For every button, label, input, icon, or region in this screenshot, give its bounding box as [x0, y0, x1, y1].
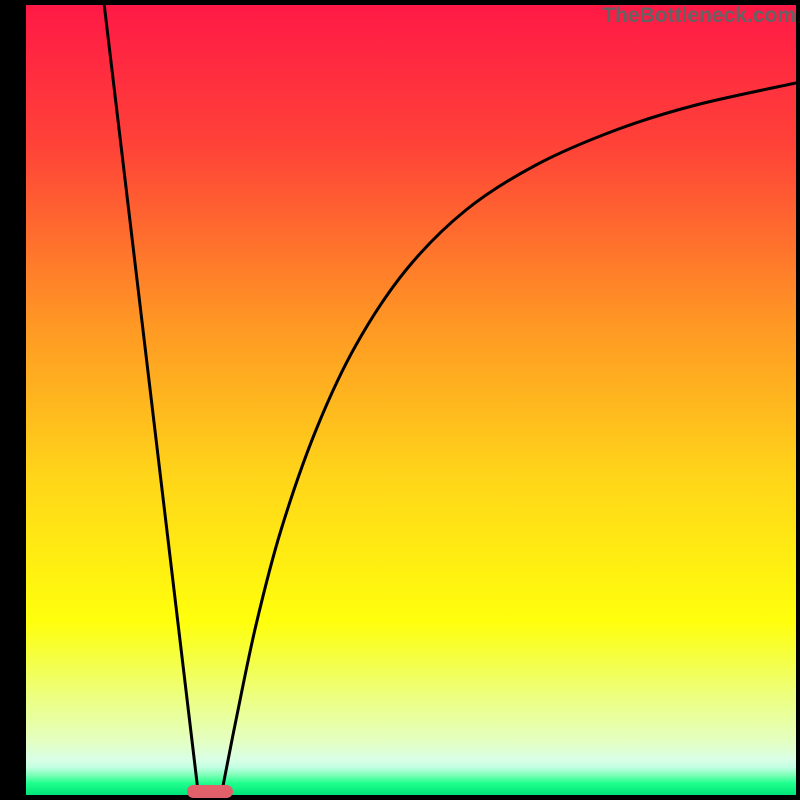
plot-area — [26, 5, 796, 795]
minimum-marker — [187, 785, 233, 798]
watermark-text: TheBottleneck.com — [602, 4, 796, 28]
left-line — [104, 5, 198, 791]
chart-container: TheBottleneck.com — [0, 0, 800, 800]
curve-layer — [26, 5, 796, 795]
right-curve — [222, 83, 796, 791]
